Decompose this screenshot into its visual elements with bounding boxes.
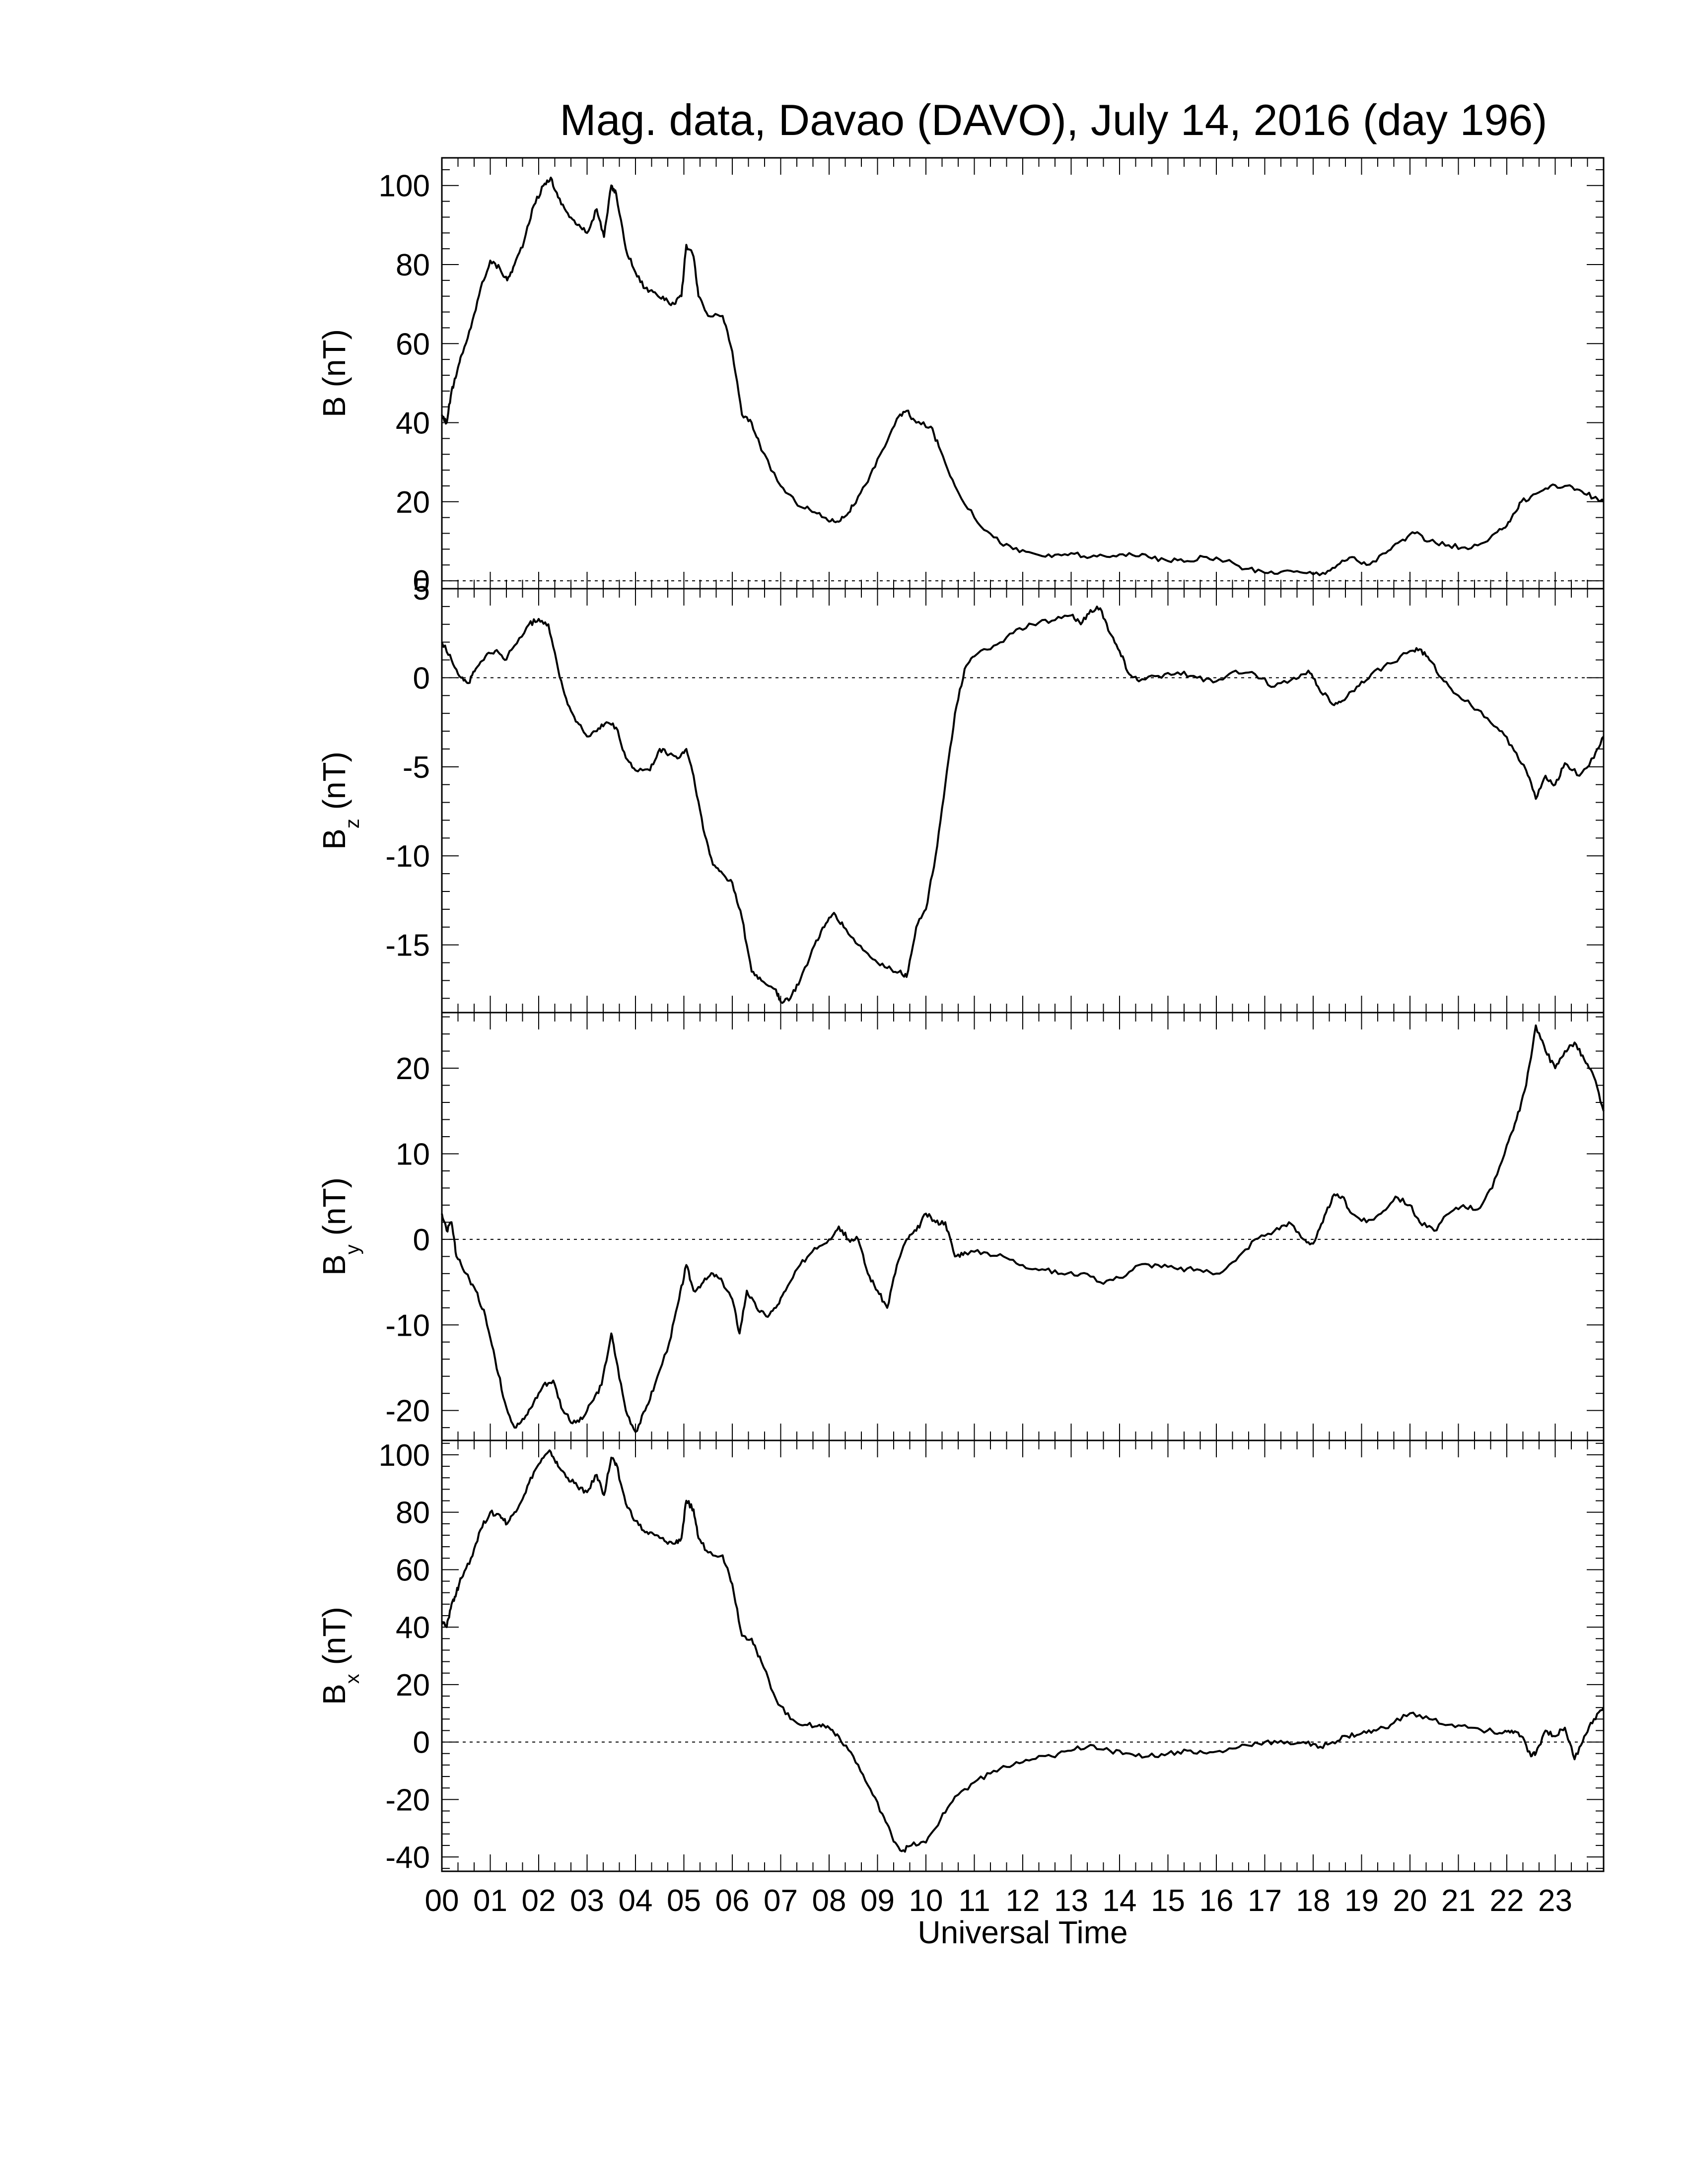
y-tick-label: 0 — [413, 1223, 430, 1257]
panel-by: -20 -10 0 10 20 By (nT) — [316, 1012, 1605, 1441]
x-tick-label: 20 — [1393, 1884, 1427, 1918]
x-tick-label: 18 — [1296, 1884, 1331, 1918]
x-tick-label: 00 — [425, 1884, 459, 1918]
x-tick-label: 14 — [1103, 1884, 1137, 1918]
series-line-bz — [441, 606, 1605, 1004]
y-tick-label: 10 — [396, 1137, 430, 1171]
y-tick-label: 0 — [413, 564, 430, 599]
x-tick-label: 01 — [473, 1884, 507, 1918]
y-tick-label: 60 — [396, 1553, 430, 1587]
y-tick-label: 20 — [396, 485, 430, 520]
y-tick-label: -20 — [385, 1783, 430, 1817]
x-tick-label: 19 — [1344, 1884, 1379, 1918]
y-tick-label: 0 — [413, 1726, 430, 1760]
y-tick-label: -40 — [385, 1841, 430, 1875]
series-line-by — [441, 1024, 1605, 1433]
y-axis-label: Bz (nT) — [316, 751, 363, 850]
y-tick-label: 40 — [396, 407, 430, 441]
y-tick-label: 100 — [379, 169, 430, 204]
y-tick-label: 5 — [413, 572, 430, 607]
y-tick-label: -10 — [385, 839, 430, 874]
x-tick-label: 12 — [1006, 1884, 1040, 1918]
x-tick-label: 17 — [1248, 1884, 1282, 1918]
x-tick-label: 23 — [1538, 1884, 1572, 1918]
panel-frame — [441, 588, 1605, 1014]
y-tick-label: -20 — [385, 1394, 430, 1429]
y-tick-label: -5 — [403, 751, 430, 785]
y-tick-label: 20 — [396, 1668, 430, 1703]
x-tick-label: 06 — [715, 1884, 750, 1918]
y-tick-label: 80 — [396, 1496, 430, 1530]
y-tick-label: 20 — [396, 1052, 430, 1086]
y-axis-label: B (nT) — [316, 329, 352, 417]
y-tick-label: -15 — [385, 929, 430, 963]
x-tick-label: 11 — [958, 1884, 990, 1918]
x-axis-label: Universal Time — [917, 1914, 1127, 1950]
x-tick-label: 09 — [860, 1884, 895, 1918]
y-axis-label: By (nT) — [316, 1177, 363, 1276]
x-tick-label: 13 — [1054, 1884, 1088, 1918]
x-tick-label: 05 — [667, 1884, 701, 1918]
x-tick-label: 02 — [522, 1884, 556, 1918]
x-tick-label: 21 — [1441, 1884, 1476, 1918]
y-tick-label: 100 — [379, 1438, 430, 1473]
y-tick-label: -10 — [385, 1308, 430, 1343]
panel-b: 0 20 40 60 80 100 B (nT) — [316, 157, 1605, 599]
y-tick-label: 0 — [413, 661, 430, 695]
x-tick-label: 03 — [570, 1884, 604, 1918]
x-tick-labels: 00 01 02 03 04 05 06 07 08 09 10 11 12 13 14 15 16 17 18 19… — [425, 1884, 1572, 1918]
x-tick-label: 10 — [909, 1884, 943, 1918]
chart-title: Mag. data, Davao (DAVO), July 14, 2016 (… — [560, 95, 1547, 144]
x-tick-label: 07 — [764, 1884, 798, 1918]
x-tick-label: 16 — [1199, 1884, 1234, 1918]
y-axis-label: Bx (nT) — [316, 1607, 363, 1705]
panel-frame — [441, 157, 1605, 590]
series-line-b — [441, 176, 1605, 576]
y-tick-label: 60 — [396, 327, 430, 361]
y-tick-label: 40 — [396, 1611, 430, 1645]
x-tick-label: 04 — [619, 1884, 653, 1918]
series-line-bx — [441, 1449, 1605, 1853]
panel-frame — [441, 1439, 1605, 1872]
x-tick-label: 08 — [812, 1884, 846, 1918]
y-tick-label: 80 — [396, 248, 430, 282]
panel-bx: -40 -20 0 20 40 60 80 100 Bx (nT) — [316, 1438, 1605, 1875]
x-tick-label: 15 — [1151, 1884, 1185, 1918]
x-tick-label: 22 — [1490, 1884, 1524, 1918]
panel-bz: -15 -10 -5 0 5 Bz (nT) — [316, 572, 1605, 1014]
